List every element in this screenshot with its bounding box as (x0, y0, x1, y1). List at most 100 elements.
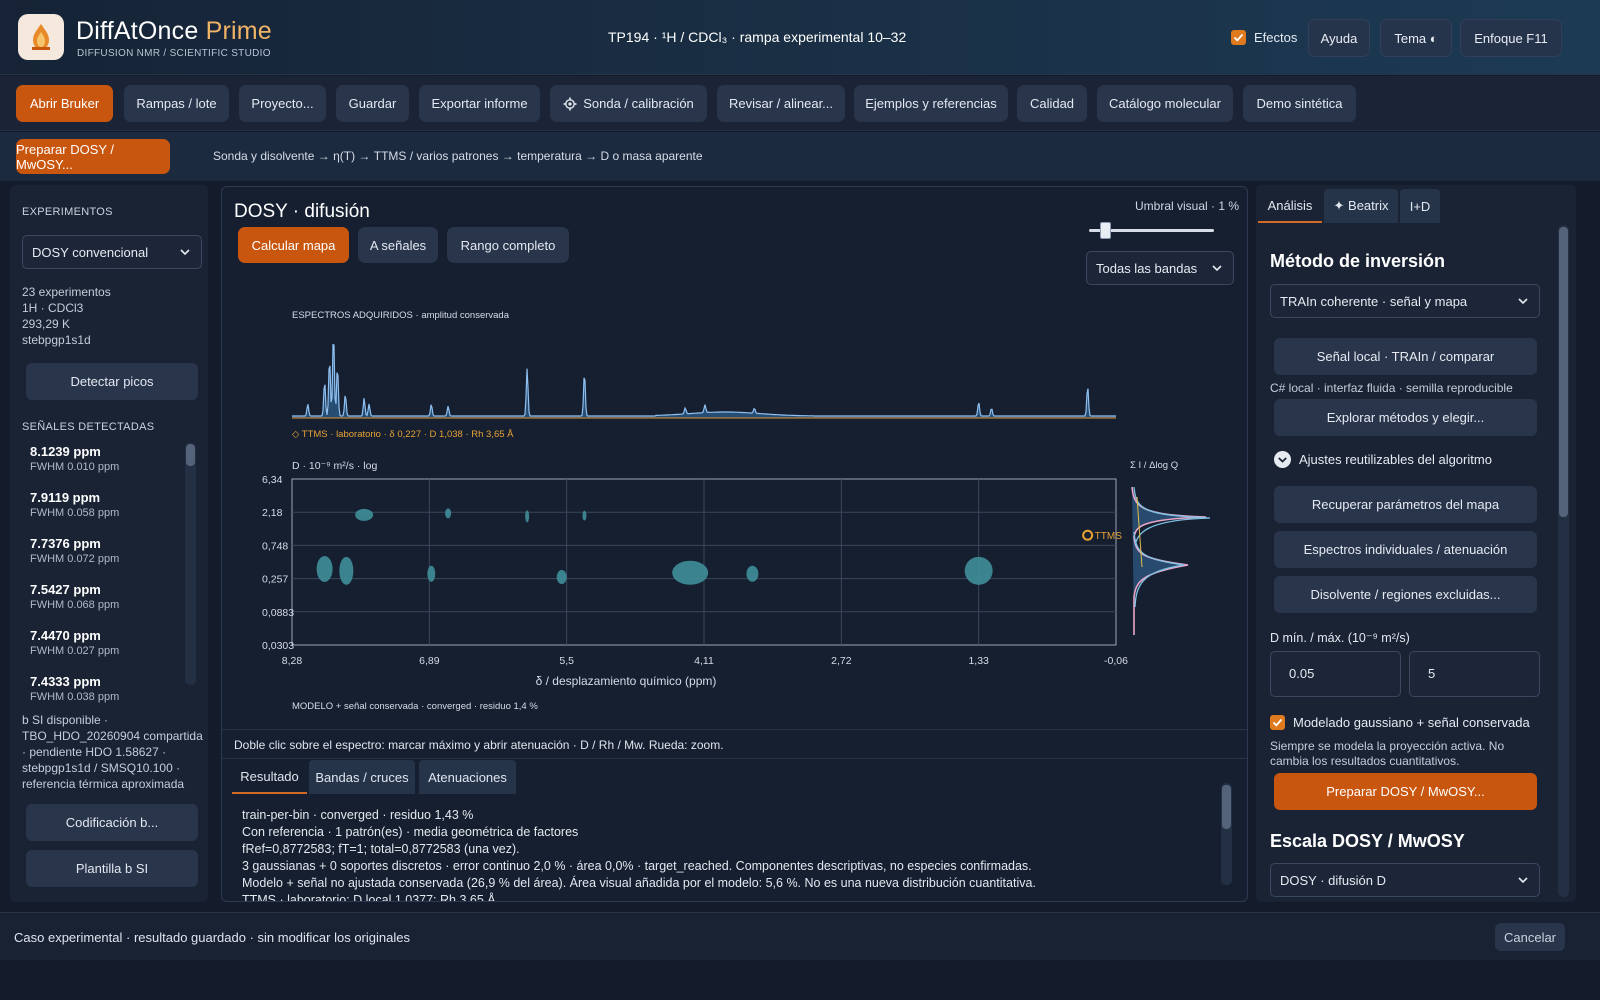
synthetic-demo-button[interactable]: Demo sintética (1243, 85, 1356, 122)
list-item[interactable]: 8.1239 ppm FWHM 0.010 ppm (18, 439, 198, 485)
scale-select-value: DOSY · difusión D (1280, 872, 1386, 888)
list-item[interactable]: 7.5427 ppm FWHM 0.068 ppm (18, 577, 198, 623)
ramps-batch-button[interactable]: Rampas / lote (124, 85, 229, 122)
list-item[interactable]: 7.9119 ppm FWHM 0.058 ppm (18, 485, 198, 531)
peak-list-scroll-thumb[interactable] (186, 444, 195, 466)
projection-label: Σ I / Δlog Q (1130, 460, 1178, 471)
dosy-signal[interactable] (582, 510, 587, 521)
peak-fwhm: FWHM 0.058 ppm (30, 507, 120, 519)
tab-beatrix[interactable]: ✦ Beatrix (1324, 189, 1398, 223)
molecular-catalog-button[interactable]: Catálogo molecular (1097, 85, 1233, 122)
dosy-signal[interactable] (556, 570, 567, 585)
y-tick-labels: 6,34 2,18 0,748 0,257 0,0883 0,0303 (262, 474, 294, 652)
individual-spectra-button[interactable]: Espectros individuales / atenuación (1274, 531, 1537, 568)
threshold-slider-handle[interactable] (1100, 222, 1111, 239)
result-scroll-thumb[interactable] (1222, 785, 1231, 829)
save-button[interactable]: Guardar (336, 85, 409, 122)
x-tick-label: 2,72 (831, 655, 852, 667)
review-align-button[interactable]: Revisar / alinear... (717, 85, 845, 122)
analysis-scroll-thumb[interactable] (1559, 227, 1568, 517)
solvent-regions-button[interactable]: Disolvente / regiones excluidas... (1274, 576, 1537, 613)
tab-resultado[interactable]: Resultado (232, 760, 307, 794)
recover-parameters-button[interactable]: Recuperar parámetros del mapa (1274, 486, 1537, 523)
experiment-type-select[interactable]: DOSY convencional (22, 235, 202, 269)
ttms-marker-label: TTMS (1095, 531, 1123, 542)
project-button[interactable]: Proyecto... (239, 85, 326, 122)
bands-select-value: Todas las bandas (1096, 260, 1198, 276)
open-bruker-button[interactable]: Abrir Bruker (16, 85, 113, 122)
reusable-settings-toggle[interactable]: Ajustes reutilizables del algoritmo (1274, 451, 1492, 468)
list-item[interactable]: 7.4470 ppm FWHM 0.027 ppm (18, 623, 198, 669)
x-tick-label: -0,06 (1104, 655, 1128, 667)
to-signals-button[interactable]: A señales (358, 227, 438, 263)
full-range-button[interactable]: Rango completo (447, 227, 569, 263)
help-button[interactable]: Ayuda (1308, 19, 1370, 57)
dosy-signal[interactable] (445, 508, 452, 519)
list-item[interactable]: 7.7376 ppm FWHM 0.072 ppm (18, 531, 198, 577)
calculate-map-button[interactable]: Calcular mapa (238, 227, 349, 263)
cancel-button[interactable]: Cancelar (1495, 923, 1565, 951)
theme-button[interactable]: Tema ◐ (1380, 19, 1452, 57)
inversion-method-value: TRAIn coherente · señal y mapa (1280, 293, 1468, 309)
effects-checkbox[interactable] (1231, 30, 1246, 45)
dosy-signals[interactable] (316, 508, 993, 585)
model-status-label: MODELO + señal conservada · converged · … (292, 701, 538, 712)
export-report-button[interactable]: Exportar informe (419, 85, 540, 122)
explore-methods-button[interactable]: Explorar métodos y elegir... (1274, 399, 1537, 436)
prepare-dosy-panel-button[interactable]: Preparar DOSY / MwOSY... (1274, 773, 1537, 810)
status-bar: Caso experimental · resultado guardado ·… (0, 912, 1600, 960)
detect-peaks-button[interactable]: Detectar picos (26, 363, 198, 400)
bands-select[interactable]: Todas las bandas (1086, 251, 1234, 285)
dosy-signal[interactable] (672, 560, 709, 585)
prepare-dosy-button[interactable]: Preparar DOSY / MwOSY... (16, 139, 170, 174)
d-range-label: D mín. / máx. (10⁻⁹ m²/s) (1270, 631, 1410, 645)
effects-toggle[interactable]: Efectos (1231, 30, 1297, 45)
dosy-signal[interactable] (525, 510, 530, 523)
grid (292, 479, 1116, 645)
gaussian-model-toggle[interactable]: Modelado gaussiano + señal conservada (1270, 715, 1530, 730)
tab-bandas-cruces[interactable]: Bandas / cruces (309, 760, 415, 794)
acquired-spectrum[interactable] (292, 343, 1116, 419)
threshold-slider[interactable] (1089, 229, 1214, 232)
inversion-method-select[interactable]: TRAIn coherente · señal y mapa (1270, 284, 1540, 318)
template-button[interactable]: Plantilla b SI (26, 850, 198, 887)
peak-fwhm: FWHM 0.072 ppm (30, 553, 120, 565)
experiments-title: EXPERIMENTOS (22, 206, 113, 218)
chevron-down-icon (1274, 451, 1291, 468)
dosy-chart[interactable]: ESPECTROS ADQUIRIDOS · amplitud conserva… (222, 187, 1248, 729)
d-min-input[interactable]: 0.05 (1270, 651, 1401, 697)
list-item[interactable]: 7.4333 ppm FWHM 0.038 ppm (18, 669, 198, 704)
app-logo (18, 14, 64, 60)
dosy-signal[interactable] (746, 565, 759, 582)
ttms-marker[interactable]: TTMS (1082, 529, 1123, 543)
tab-id[interactable]: I+D (1400, 189, 1440, 223)
dosy-signal[interactable] (427, 565, 436, 582)
x-tick-label: 8,28 (282, 655, 303, 667)
local-signal-button[interactable]: Señal local · TRAIn / comparar (1274, 338, 1537, 375)
probe-calibration-label: Sonda / calibración (583, 96, 694, 111)
peak-list[interactable]: 8.1239 ppm FWHM 0.010 ppm 7.9119 ppm FWHM … (18, 439, 198, 704)
analysis-scrollbar[interactable] (1558, 225, 1569, 897)
peak-ppm: 7.4333 ppm (30, 674, 101, 689)
gaussian-model-checkbox[interactable] (1270, 715, 1285, 730)
examples-references-button[interactable]: Ejemplos y referencias (854, 85, 1008, 122)
peak-list-scrollbar[interactable] (185, 443, 196, 685)
gaussian-model-label: Modelado gaussiano + señal conservada (1293, 715, 1530, 730)
d-max-input[interactable]: 5 (1409, 651, 1540, 697)
tab-atenuaciones[interactable]: Atenuaciones (419, 760, 516, 794)
scale-select[interactable]: DOSY · difusión D (1270, 863, 1540, 897)
dosy-signal[interactable] (964, 556, 993, 585)
document-title: TP194 · ¹H / CDCl₃ · rampa experimental … (608, 29, 907, 45)
dosy-signal[interactable] (339, 556, 354, 585)
x-tick-label: 5,5 (559, 655, 574, 667)
dosy-signal[interactable] (355, 508, 374, 521)
quality-button[interactable]: Calidad (1017, 85, 1087, 122)
main-toolbar: Abrir Bruker Rampas / lote Proyecto... G… (0, 76, 1600, 131)
effects-label: Efectos (1254, 30, 1298, 45)
encoding-button[interactable]: Codificación b... (26, 804, 198, 841)
tab-analisis[interactable]: Análisis (1258, 189, 1322, 223)
focus-button[interactable]: Enfoque F11 (1460, 19, 1562, 57)
probe-calibration-button[interactable]: Sonda / calibración (550, 85, 707, 122)
result-scrollbar[interactable] (1221, 783, 1232, 885)
dosy-signal[interactable] (316, 555, 333, 582)
